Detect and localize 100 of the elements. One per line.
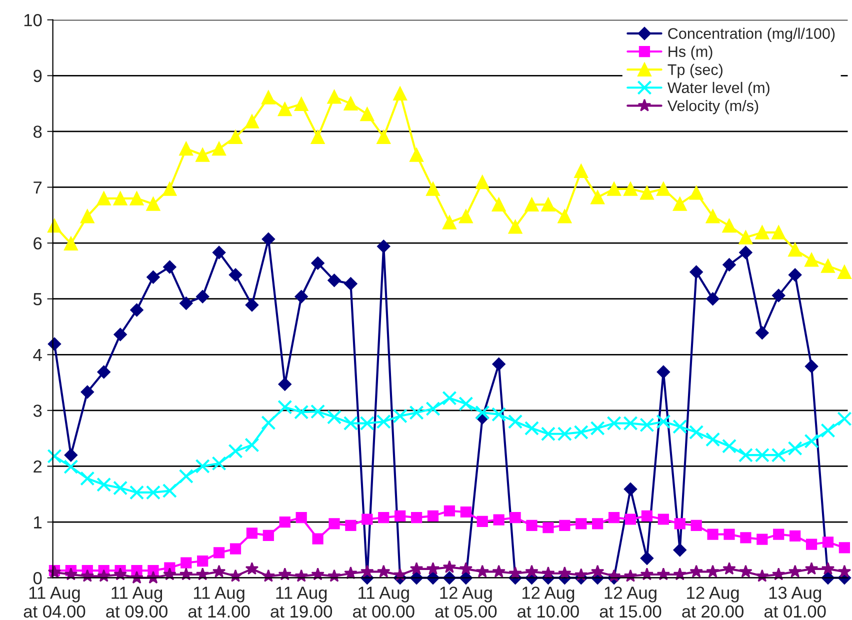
point [228, 444, 243, 458]
point [245, 298, 259, 312]
point [80, 209, 94, 224]
point [442, 560, 456, 573]
x-tick-label: 12 Aug at 15.00 [600, 586, 662, 618]
y-tick-label: 7 [34, 182, 42, 194]
point [162, 483, 177, 498]
point [739, 246, 752, 260]
point [656, 182, 670, 196]
legend-label: Water level (m) [667, 82, 770, 96]
point [97, 569, 110, 582]
point [838, 265, 852, 279]
point [47, 448, 62, 464]
point [244, 438, 260, 452]
point [360, 107, 374, 122]
point [755, 225, 770, 240]
point [64, 236, 78, 251]
point [196, 148, 210, 162]
point [228, 268, 242, 282]
point [640, 418, 654, 432]
point [773, 528, 784, 540]
point [624, 182, 638, 196]
point [245, 562, 259, 575]
point [212, 456, 226, 471]
point [213, 547, 225, 558]
point [838, 564, 852, 578]
point [821, 258, 835, 273]
point [197, 556, 208, 567]
y-tick-label: 8 [34, 126, 42, 138]
y-tick-label: 6 [34, 237, 42, 250]
point [279, 516, 290, 528]
point [362, 514, 373, 525]
point [230, 543, 242, 554]
point [261, 415, 276, 430]
point [525, 564, 538, 578]
point [458, 209, 473, 224]
point [656, 365, 670, 379]
point [756, 534, 768, 545]
point [822, 536, 834, 548]
point [344, 277, 358, 290]
point [130, 191, 144, 206]
point [294, 97, 308, 112]
point [689, 186, 704, 200]
point [80, 385, 94, 399]
point [394, 510, 406, 522]
legend-label: Velocity (m/s) [667, 100, 758, 114]
point [180, 296, 193, 310]
point [262, 569, 276, 582]
point [162, 182, 177, 196]
point [97, 365, 110, 379]
point [641, 510, 653, 522]
point [524, 421, 540, 436]
point [278, 400, 292, 414]
x-tick-label: 12 Aug at 20.00 [682, 586, 744, 618]
point [426, 182, 440, 196]
point [524, 198, 539, 212]
point [228, 569, 242, 582]
y-tick-label: 9 [34, 70, 42, 82]
point [212, 564, 226, 578]
point [360, 564, 374, 578]
point [96, 191, 111, 206]
point [672, 197, 687, 211]
point [722, 218, 736, 233]
point [392, 408, 408, 424]
point [804, 562, 818, 575]
point [707, 528, 718, 540]
point [508, 220, 522, 234]
point [790, 530, 801, 542]
point [113, 191, 128, 206]
point [624, 569, 638, 582]
point [706, 292, 720, 306]
point [804, 434, 819, 448]
point [458, 396, 474, 412]
point [409, 405, 424, 420]
point [838, 542, 850, 554]
point [278, 102, 292, 116]
point [80, 569, 94, 582]
point [558, 566, 572, 580]
point [64, 448, 78, 462]
point [739, 564, 752, 578]
point [837, 412, 852, 426]
point [590, 190, 605, 204]
point [475, 175, 490, 190]
point [772, 225, 786, 240]
point [705, 432, 720, 447]
point [64, 460, 78, 474]
point [459, 562, 473, 575]
point [460, 506, 472, 518]
point [788, 441, 802, 456]
x-tick-label: 12 Aug at 10.00 [518, 586, 579, 618]
point [96, 477, 112, 492]
point [492, 407, 506, 422]
point [706, 209, 720, 224]
point [640, 186, 654, 200]
point [245, 114, 259, 128]
point [608, 512, 620, 524]
point [492, 198, 506, 212]
x-tick-label: 11 Aug at 09.00 [106, 586, 168, 618]
point [195, 458, 210, 474]
point [311, 256, 324, 270]
